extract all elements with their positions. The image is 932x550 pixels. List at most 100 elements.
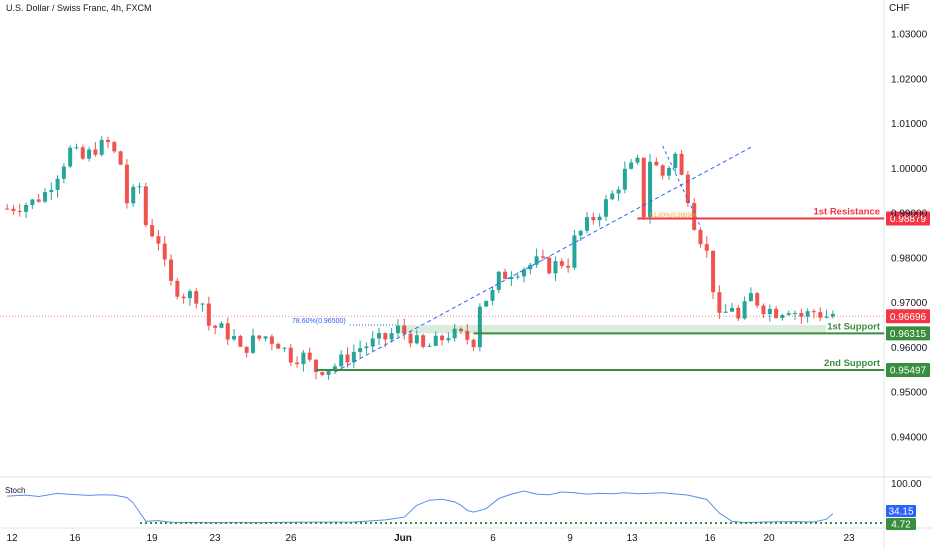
stoch-value-tag-value: 34.15 (888, 507, 913, 518)
candle-body (370, 338, 375, 347)
candle-body (332, 366, 337, 370)
candle-body (17, 210, 22, 212)
candle-body (307, 352, 312, 360)
support-1-tag: 0.96315 (886, 326, 930, 341)
candle-body (137, 186, 142, 188)
candle-body (830, 313, 835, 317)
fib-618-label: 61.80%(0.98890) (650, 213, 696, 219)
resistance-label: 1st Resistance (813, 207, 880, 218)
candle-body (421, 335, 426, 347)
stoch-tick: 100.00 (891, 479, 922, 490)
price-tick: 0.97000 (891, 298, 928, 309)
candle-body (503, 271, 508, 280)
candle-body (402, 325, 407, 334)
resistance-tag-bg (886, 211, 930, 226)
stoch-line (7, 490, 834, 524)
candle-body (496, 271, 501, 290)
candle-body (36, 199, 41, 202)
candle-body (106, 139, 110, 143)
candle-body (257, 335, 262, 339)
candle-body (269, 336, 274, 344)
time-tick: 16 (69, 533, 81, 544)
candle-body (42, 192, 47, 202)
candle-body (194, 291, 199, 304)
time-tick: 20 (763, 533, 775, 544)
support-2-label: 2nd Support (824, 358, 881, 369)
support-zone (397, 325, 826, 334)
candle-body (585, 217, 590, 231)
candle-body (175, 280, 180, 297)
candle-body (351, 351, 356, 363)
candle-body (225, 323, 230, 340)
candle-body (522, 269, 526, 277)
candle-body (452, 328, 457, 339)
stoch-title: Stoch (5, 486, 25, 495)
candle-body (143, 186, 148, 226)
candle-body (610, 193, 615, 200)
candle-body (509, 277, 514, 280)
candle-body (635, 157, 640, 163)
candle-body (648, 161, 653, 218)
candle-body (805, 311, 810, 317)
price-tick: 1.01000 (891, 119, 928, 130)
candle-body (61, 166, 66, 179)
candle-body (761, 305, 766, 315)
candle-body (314, 359, 318, 373)
candle-body (553, 261, 558, 274)
candle-body (780, 314, 785, 319)
candle-body (704, 244, 709, 251)
candle-body (679, 153, 684, 175)
stoch-value-tag: 34.15 (886, 505, 916, 518)
stoch-signal-tag-bg (886, 518, 916, 530)
candle-body (528, 264, 533, 270)
candle-body (30, 199, 35, 205)
fib-786-label: 78.60%(0.96500) (292, 318, 346, 325)
trend-line (334, 146, 752, 373)
candle-body (238, 335, 243, 347)
axes: 1.03000 1.02000 1.01000 1.00000 0.99000 0.980… (6, 30, 927, 545)
candle-body (616, 189, 621, 194)
last-price-tag-bg (886, 309, 930, 324)
levels: 78.60%(0.96500) 61.80%(0.98890) 1st Resist… (0, 145, 930, 377)
candle-body (717, 292, 722, 313)
candle-body (799, 312, 804, 317)
candle-body (730, 307, 734, 312)
candle-body (471, 339, 476, 348)
candle-body (276, 343, 281, 349)
support-1-label: 1st Support (827, 321, 881, 332)
candle-body (301, 352, 306, 365)
candle-body (49, 189, 54, 193)
retrace-line (662, 145, 701, 227)
time-tick: 6 (490, 533, 496, 544)
candle-body (250, 335, 255, 353)
candle-body (87, 149, 92, 159)
stoch-signal-tag-value: 4.72 (891, 520, 911, 531)
candle-body (408, 333, 413, 344)
candle-body (181, 296, 186, 299)
candle-body (377, 333, 382, 339)
candle-body (99, 139, 104, 155)
price-tick: 1.03000 (891, 30, 928, 41)
time-tick: 26 (285, 533, 297, 544)
currency-label: CHF (889, 3, 910, 14)
candle-body (440, 335, 445, 341)
candle-body (742, 301, 747, 319)
candle-body (74, 147, 79, 149)
candle-body (660, 165, 665, 176)
candle-body (93, 149, 98, 155)
support-1-tag-bg (886, 326, 930, 341)
candle-body (156, 236, 161, 244)
candle-body (162, 243, 167, 260)
candle-body (711, 250, 716, 293)
candle-body (288, 347, 293, 363)
candle-body (5, 208, 10, 210)
candle-body (793, 312, 798, 314)
candle-body (603, 199, 608, 217)
price-tick: 0.99000 (891, 209, 928, 220)
candle-body (673, 153, 678, 168)
candle-body (559, 261, 564, 266)
candle-body (591, 217, 596, 221)
candle-body (345, 354, 350, 363)
last-price-tag-value: 0.96696 (890, 312, 927, 323)
